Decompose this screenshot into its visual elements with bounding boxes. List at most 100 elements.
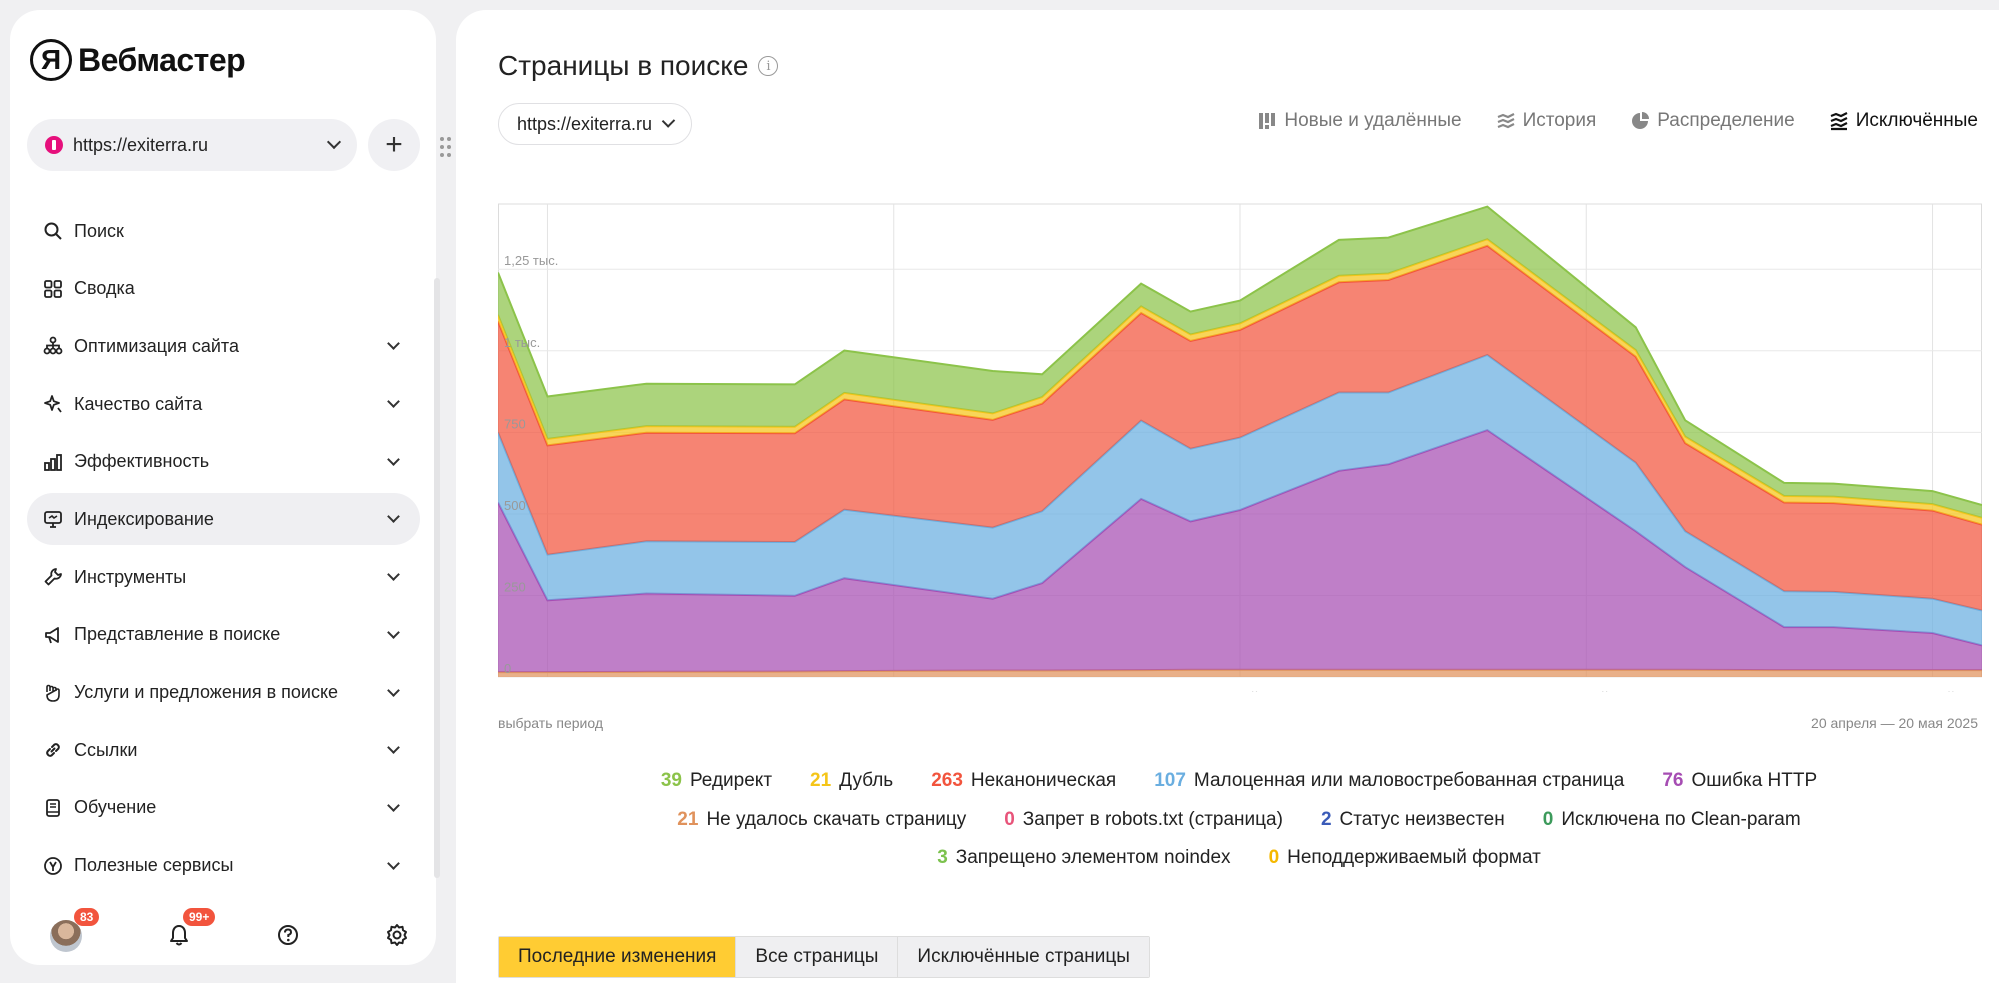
main-panel: Страницы в поиске i https://exiterra.ru … — [456, 10, 1999, 983]
sidebar-item-search[interactable]: Поиск — [27, 205, 420, 257]
legend-item[interactable]: 263 Неканоническая — [931, 770, 1116, 792]
sidebar-item-sparkle[interactable]: Качество сайта — [27, 378, 420, 430]
legend-label: Не удалось скачать страницу — [706, 808, 967, 830]
dashboard-icon — [43, 279, 63, 299]
legend-label: Запрещено элементом noindex — [955, 847, 1231, 869]
sidebar-item-label: Инструменты — [74, 566, 187, 587]
chart-x-tick-label: 21 апр — [526, 689, 569, 692]
pie-icon — [1630, 111, 1650, 131]
sidebar-item-label: Ссылки — [74, 739, 138, 760]
view-tab-excluded[interactable]: Исключённые — [1829, 110, 1978, 132]
chart-y-tick-label: 1,25 тыс. — [504, 253, 558, 268]
excluded-icon — [1829, 111, 1849, 131]
legend-item[interactable]: 0 Запрет в robots.txt (страница) — [1004, 809, 1283, 831]
sidebar-item-label: Услуги и предложения в поиске — [74, 682, 339, 702]
chart-x-tick-label: 12 май — [1564, 689, 1609, 692]
sidebar-item-megaphone[interactable]: Представление в поиске — [27, 609, 420, 661]
notifications-badge: 99+ — [183, 908, 216, 926]
legend-count: 3 — [937, 847, 948, 869]
bottom-tab[interactable]: Исключённые страницы — [898, 937, 1149, 977]
legend-item[interactable]: 39 Редирект — [661, 770, 772, 792]
legend-count: 0 — [1542, 808, 1554, 830]
avatar[interactable] — [50, 920, 82, 952]
sidebar-item-sitemap[interactable]: Оптимизация сайта — [27, 320, 420, 372]
add-site-button[interactable]: + — [368, 119, 420, 171]
bottom-tab[interactable]: Все страницы — [736, 937, 899, 977]
info-icon[interactable]: i — [758, 56, 779, 76]
chevron-down-icon — [387, 568, 400, 581]
chart-x-tick-label: 19 май — [1910, 689, 1955, 692]
chart-series-line — [498, 205, 1982, 507]
legend-item[interactable]: 21 Не удалось скачать страницу — [677, 809, 966, 831]
sidebar-item-bar-chart[interactable]: Эффективность — [27, 436, 420, 488]
bell-icon[interactable] — [166, 922, 192, 948]
legend-row: 39 Редирект 21 Дубль 263 Неканоническая 107 Мал… — [498, 762, 1980, 801]
legend-item[interactable]: 76 Ошибка HTTP — [1662, 770, 1817, 792]
select-period-link[interactable]: выбрать период — [498, 715, 603, 731]
page-title-text: Страницы в поиске — [498, 50, 749, 81]
sidebar-scrollbar[interactable] — [434, 278, 440, 878]
sidebar-item-label: Индексирование — [74, 508, 214, 529]
site-selector-url: https://exiterra.ru — [73, 134, 209, 155]
bar-chart-icon — [43, 452, 63, 472]
chart-y-tick-label: 1 тыс. — [504, 335, 540, 350]
view-tab-bars[interactable]: Новые и удалённые — [1257, 110, 1462, 132]
page-title: Страницы в поиске i — [498, 50, 779, 82]
chart-y-tick-label: 250 — [504, 579, 526, 594]
legend-item[interactable]: 0 Неподдерживаемый формат — [1269, 847, 1541, 869]
legend-label: Статус неизвестен — [1339, 808, 1505, 830]
chart-y-tick-label: 500 — [504, 498, 526, 513]
legend-item[interactable]: 0 Исключена по Clean-param — [1543, 809, 1801, 831]
sidebar-item-handshake[interactable]: Услуги и предложения в поиске — [27, 667, 420, 719]
period-range: 20 апреля — 20 мая 2025 — [1811, 715, 1978, 731]
bars-icon — [1257, 111, 1277, 131]
bottom-tab[interactable]: Последние изменения — [499, 937, 737, 977]
sidebar-item-label: Сводка — [74, 278, 135, 299]
legend-item[interactable]: 21 Дубль — [810, 770, 893, 792]
sidebar-item-label: Качество сайта — [74, 393, 203, 414]
chevron-down-icon — [661, 114, 676, 128]
legend-label: Редирект — [689, 770, 773, 792]
gear-icon[interactable] — [384, 922, 410, 948]
help-icon[interactable] — [275, 922, 301, 948]
legend-label: Неканоническая — [970, 770, 1117, 792]
legend-item[interactable]: 3 Запрещено элементом noindex — [937, 847, 1230, 869]
sidebar-item-monitor[interactable]: Индексирование — [27, 493, 420, 546]
legend-item[interactable]: 2 Статус неизвестен — [1321, 809, 1505, 831]
link-icon — [43, 740, 63, 760]
chart-y-tick-label: 750 — [504, 416, 526, 431]
yandex-logo-icon: Я — [30, 39, 72, 81]
sidebar-item-link[interactable]: Ссылки — [27, 724, 420, 776]
chevron-down-icon — [326, 134, 342, 150]
sidebar-item-dashboard[interactable]: Сводка — [27, 263, 420, 315]
handshake-icon — [43, 683, 63, 703]
legend-count: 21 — [810, 770, 832, 792]
chevron-down-icon — [387, 452, 400, 466]
sidebar-item-book[interactable]: Обучение — [27, 782, 420, 834]
legend-item[interactable]: 107 Малоценная или маловостребованная стр… — [1154, 770, 1624, 792]
app-title: Вебмастер — [78, 41, 246, 78]
app-logo[interactable]: Я Вебмастер — [30, 35, 246, 85]
sidebar-item-label: Полезные сервисы — [74, 855, 234, 876]
legend-label: Дубль — [839, 770, 894, 792]
sitemap-icon — [43, 336, 63, 356]
bottom-tabs: Последние изменения Все страницы Исключённ… — [498, 936, 1150, 978]
view-tab-pie[interactable]: Распределение — [1630, 110, 1795, 132]
chart-x-tick-label: 28 апр — [872, 689, 915, 692]
excluded-pages-chart: 0 250 500 750 1 тыс. 1,25 тыс. 21 апр 28 апр 5 м… — [498, 203, 1982, 692]
view-tab-label: Исключённые — [1855, 110, 1978, 131]
legend-row: 3 Запрещено элементом noindex 0 Неподдержив… — [498, 839, 1980, 878]
drag-handle-icon[interactable] — [440, 137, 454, 159]
legend-label: Малоценная или маловостребованная страни… — [1193, 770, 1625, 792]
chart-legend: 39 Редирект 21 Дубль 263 Неканоническая 107 Мал… — [498, 762, 1980, 878]
sidebar-item-label: Обучение — [74, 797, 157, 818]
sidebar-item-wrench[interactable]: Инструменты — [27, 551, 420, 603]
view-tab-history[interactable]: История — [1496, 110, 1596, 132]
sidebar-item-yandex-services[interactable]: Полезные сервисы — [27, 840, 420, 892]
site-selector[interactable]: https://exiterra.ru — [27, 119, 357, 171]
chart-x-tick-label: 5 май — [1222, 689, 1259, 692]
sidebar-footer: 83 99+ — [40, 908, 420, 960]
legend-label: Исключена по Clean-param — [1561, 808, 1801, 830]
legend-label: Ошибка HTTP — [1691, 770, 1818, 792]
main-site-selector[interactable]: https://exiterra.ru — [498, 103, 692, 145]
